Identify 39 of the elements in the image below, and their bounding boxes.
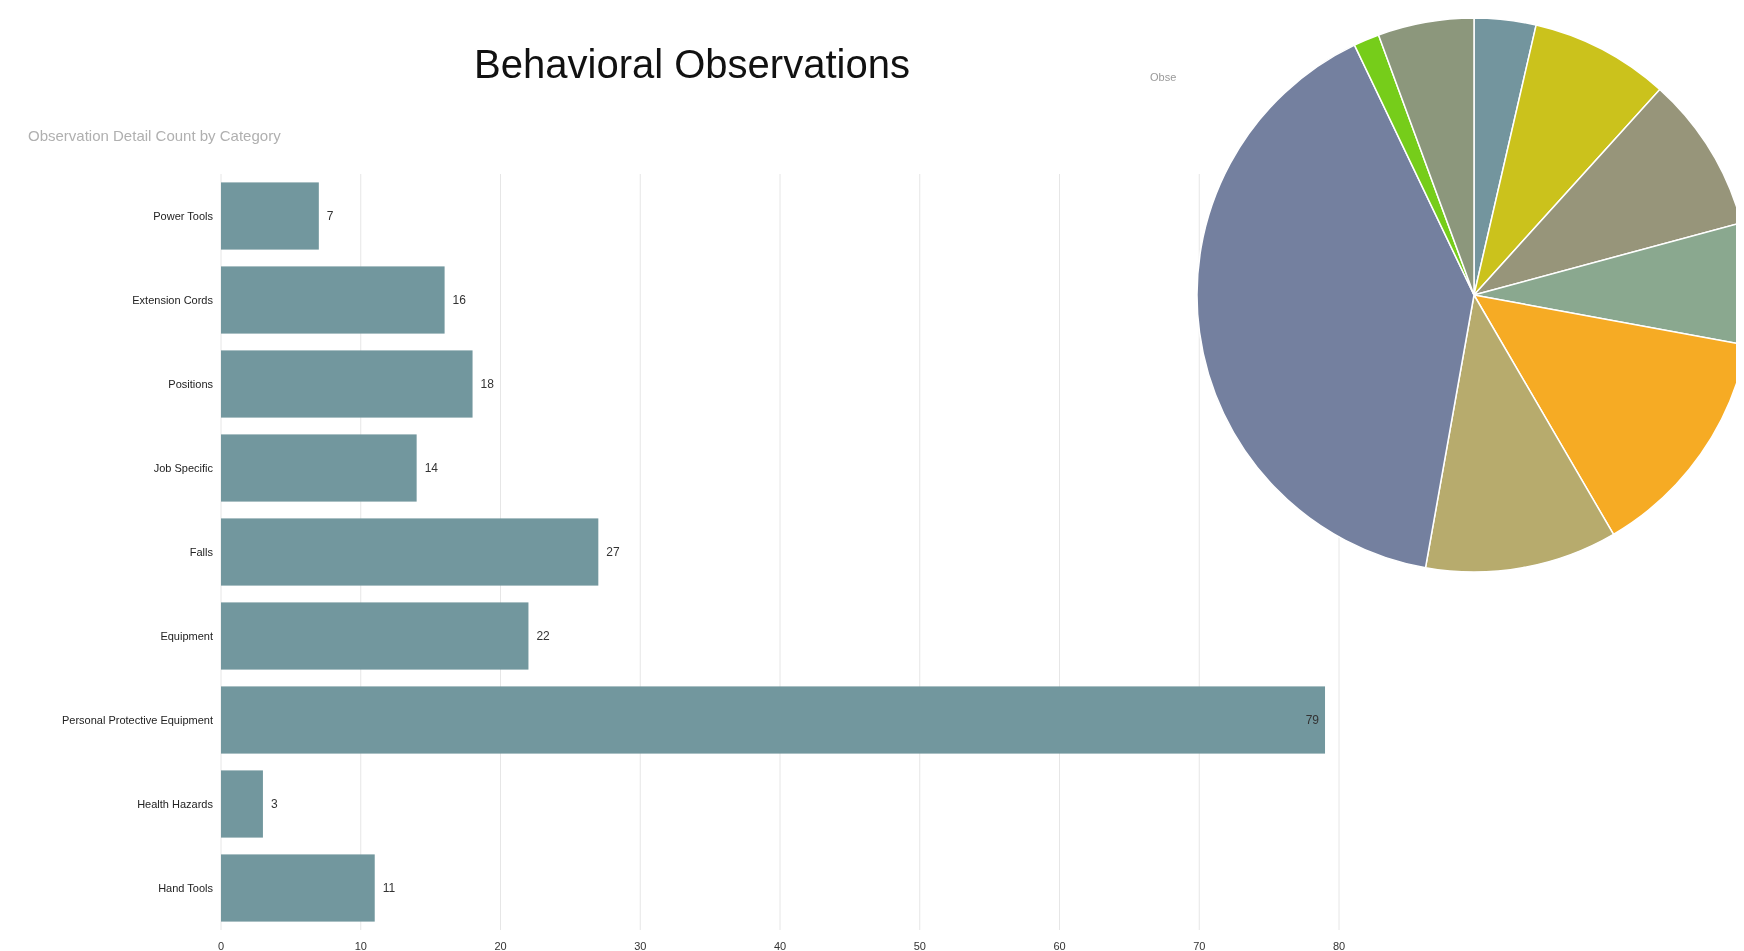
bar: [221, 518, 599, 586]
data-label: 79: [1305, 713, 1320, 727]
bar: [221, 266, 445, 334]
chart-subtitle: Observation Detail Count by Category: [28, 127, 282, 144]
data-label: 16: [452, 293, 467, 307]
y-tick-label: Personal Protective Equipment: [61, 714, 213, 726]
text: Obse: [1150, 71, 1177, 83]
x-tick-label: 70: [1193, 940, 1206, 951]
y-tick-label: Extension Cords: [132, 294, 214, 306]
bar: [221, 350, 473, 418]
x-tick-label: 0: [217, 940, 225, 951]
chart-title: Behavioral Observations: [474, 42, 910, 86]
y-tick-label: Health Hazards: [137, 798, 214, 810]
x-tick-label: 20: [494, 940, 507, 951]
x-tick-label: 10: [354, 940, 367, 951]
data-label: 11: [382, 881, 396, 895]
bar: [221, 182, 319, 250]
bar: [221, 602, 529, 670]
y-tick-label: Power Tools: [153, 210, 214, 222]
data-label: 3: [270, 797, 278, 811]
data-label: 7: [326, 209, 334, 223]
x-tick-label: 40: [773, 940, 787, 951]
data-label: 14: [424, 461, 439, 475]
bar: [221, 854, 375, 922]
x-tick-label: 80: [1332, 940, 1346, 951]
data-label: 27: [606, 545, 620, 559]
y-tick-label: Equipment: [160, 630, 213, 642]
bar: [221, 686, 1326, 754]
data-label: 18: [480, 377, 495, 391]
x-tick-label: 60: [1053, 940, 1066, 951]
y-tick-label: Hand Tools: [158, 882, 214, 894]
bar: [221, 434, 417, 502]
y-tick-label: Falls: [189, 546, 214, 558]
data-label: 22: [536, 629, 551, 643]
bar: [221, 770, 263, 838]
y-tick-label: Positions: [168, 378, 214, 390]
x-tick-label: 30: [634, 940, 647, 951]
x-tick-label: 50: [913, 940, 926, 951]
y-tick-label: Job Specific: [153, 462, 214, 474]
